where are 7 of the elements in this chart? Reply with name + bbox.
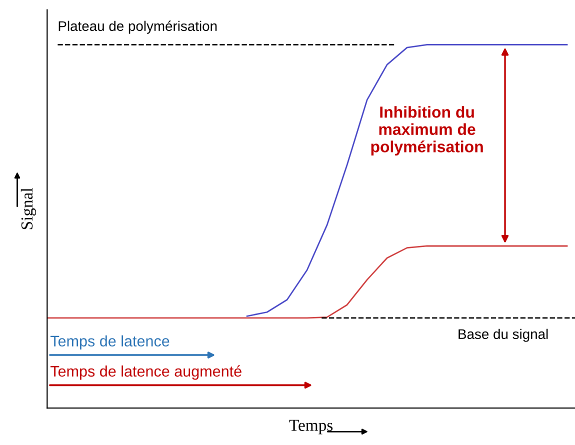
x-axis-title: Temps [289,420,333,434]
ref-line-label: Base du signal [458,328,548,342]
annotation: Temps de latence [50,335,170,350]
annotation: Temps de latence augmenté [50,365,242,380]
y-axis-title: Signal [20,188,36,230]
ref-line-label: Plateau de polymérisation [58,20,217,34]
annotation: Inhibition du maximum de polymérisation [371,106,483,156]
